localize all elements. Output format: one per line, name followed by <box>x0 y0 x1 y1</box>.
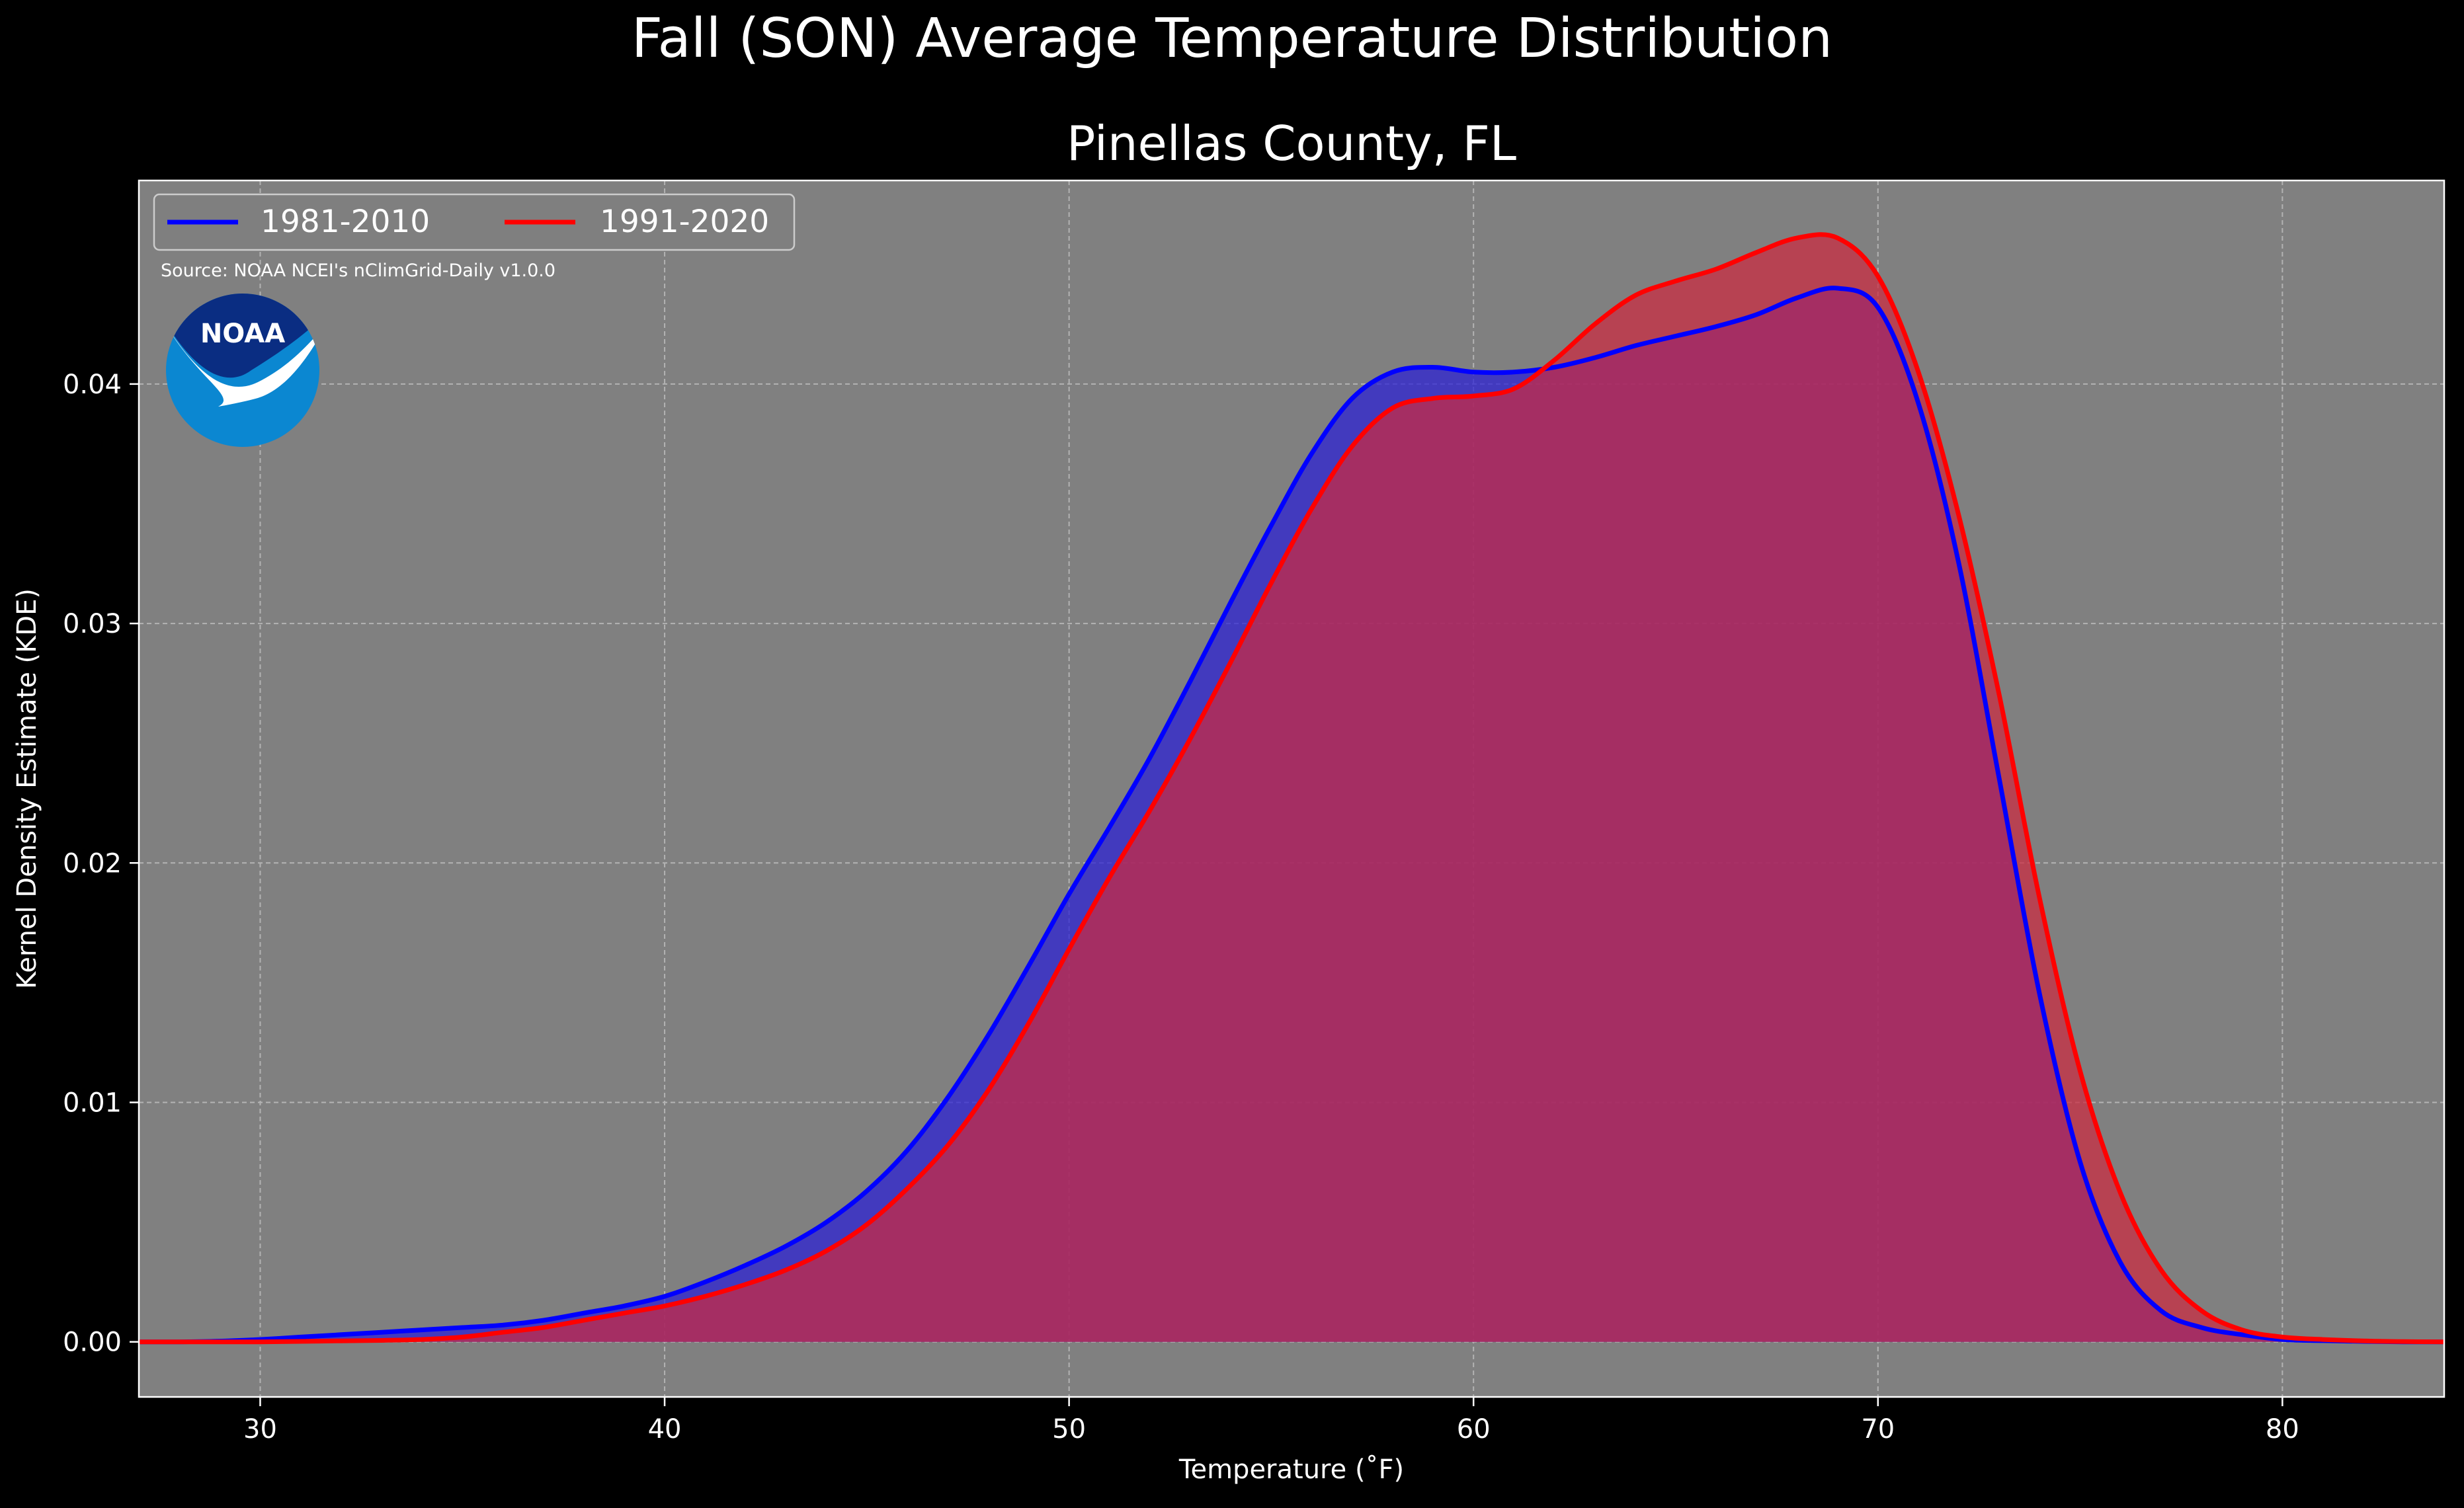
density-line-1991-2020 <box>139 232 2444 1345</box>
y-tick-label: 0.01 <box>63 1088 122 1118</box>
x-axis-ticks: 30 40 50 60 70 80 <box>243 1397 2299 1445</box>
noaa-logo-text: NOAA <box>200 319 285 349</box>
density-area-1991-2020 <box>139 234 2444 1342</box>
legend-label-1991-2020: 1991-2020 <box>600 204 769 240</box>
chart-legend: 1981-2010 1991-2020 <box>153 193 796 251</box>
y-axis-label: Kernel Density Estimate (KDE) <box>12 588 42 989</box>
x-tick-label: 80 <box>2266 1414 2299 1445</box>
y-tick-label: 0.02 <box>63 848 122 879</box>
y-axis-ticks: 0.00 0.01 0.02 0.03 0.04 <box>63 370 139 1358</box>
x-axis-label: Temperature (˚F) <box>1178 1454 1404 1485</box>
y-tick-label: 0.03 <box>63 609 122 639</box>
y-tick-label: 0.04 <box>63 370 122 400</box>
y-tick-label: 0.00 <box>63 1328 122 1358</box>
density-lines <box>139 232 2444 1345</box>
density-areas <box>139 234 2444 1342</box>
legend-frame <box>153 193 796 251</box>
legend-label-1981-2010: 1981-2010 <box>261 204 430 240</box>
plot-frame <box>138 179 2445 1398</box>
x-tick-label: 30 <box>243 1414 277 1445</box>
x-tick-label: 50 <box>1052 1414 1086 1445</box>
x-tick-label: 70 <box>1861 1414 1895 1445</box>
chart-title: Pinellas County, FL <box>1067 116 1516 171</box>
figure-suptitle: Fall (SON) Average Temperature Distribut… <box>632 7 1832 70</box>
x-tick-label: 40 <box>648 1414 682 1445</box>
source-annotation: Source: NOAA NCEI's nClimGrid-Daily v1.0… <box>161 260 555 281</box>
x-tick-label: 60 <box>1457 1414 1491 1445</box>
density-line-1981-2010 <box>139 286 2444 1345</box>
